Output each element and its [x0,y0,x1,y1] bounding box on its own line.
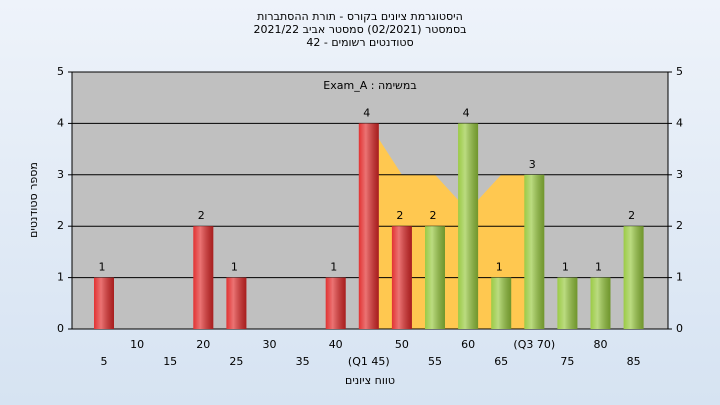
bar-shine [458,123,479,330]
y-tick-label: 1 [57,271,64,284]
y-tick-label: 3 [57,168,64,181]
value-label: 1 [595,261,602,274]
bar-shine [623,226,644,329]
bar-shine [193,226,214,329]
x-tick-label: 50 [395,338,409,351]
x-tick-label: 25 [229,355,243,368]
value-label: 2 [430,209,437,222]
y-tick-label: 0 [57,322,64,335]
x-tick-label: 30 [263,338,277,351]
x-tick-label: 35 [296,355,310,368]
chart-subtitle: בסמסטר (02/2021) סמסטר אביב 2021/22 [253,23,466,36]
x-tick-label: 60 [461,338,475,351]
bar-shine [557,277,578,329]
value-label: 1 [496,261,503,274]
value-label: 4 [463,106,470,119]
x-tick-label: (Q3 70) [513,338,555,351]
bar-shine [491,277,512,329]
x-tick-label: 10 [130,338,144,351]
x-tick-label: 15 [163,355,177,368]
value-label: 4 [363,106,370,119]
value-label: 2 [396,209,403,222]
y-tick-label: 5 [57,65,64,78]
x-axis-label: טווח ציונים [345,374,395,387]
bar-shine [391,226,412,329]
x-tick-label: 55 [428,355,442,368]
bar-shine [226,277,247,329]
y-tick-label: 3 [676,168,683,181]
bar-shine [425,226,445,329]
x-tick-label: (Q1 45) [348,355,390,368]
y-tick-label: 2 [676,219,683,232]
y-tick-label: 4 [57,116,64,129]
x-tick-label: 80 [594,338,608,351]
x-tick-label: 75 [560,355,574,368]
legend-label: Exam_A : במשימה [323,79,416,92]
x-tick-label: 65 [494,355,508,368]
x-tick-label: 40 [329,338,343,351]
y-tick-label: 2 [57,219,64,232]
value-label: 2 [198,209,205,222]
y-tick-label: 5 [676,65,683,78]
x-tick-label: 85 [627,355,641,368]
chart-title: היסטוגרמת ציונים בקורס - תורת ההסתברות [257,10,463,23]
value-label: 3 [529,158,536,171]
bar-shine [590,277,611,329]
bar-shine [325,277,346,329]
bar-shine [524,174,545,329]
value-label: 1 [330,261,337,274]
y-tick-label: 1 [676,271,683,284]
y-tick-label: 4 [676,116,683,129]
value-label: 1 [99,261,106,274]
y-axis-label: מספר סטודנטים [27,162,40,238]
bar-shine [358,123,379,330]
chart-subtitle: סטודנטים רשומים - 42 [306,36,413,49]
x-tick-label: 5 [101,355,108,368]
y-tick-label: 0 [676,322,683,335]
value-label: 1 [562,261,569,274]
bar-shine [94,277,114,329]
value-label: 1 [231,261,238,274]
value-label: 2 [628,209,635,222]
x-tick-label: 20 [196,338,210,351]
